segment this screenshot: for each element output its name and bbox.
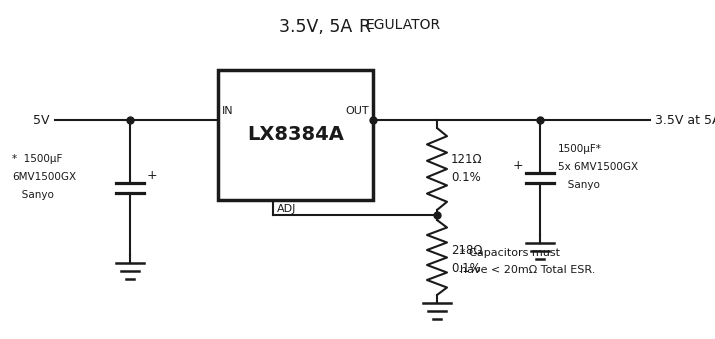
Text: 3.5V at 5A: 3.5V at 5A [655,114,715,126]
Text: 218Ω: 218Ω [451,244,483,258]
Text: LX8384A: LX8384A [247,125,344,144]
Bar [218,70,373,200]
Text: * Capacitors must: * Capacitors must [460,248,560,258]
Text: 0.1%: 0.1% [451,171,480,184]
Text: 121Ω: 121Ω [451,153,483,166]
Text: EGULATOR: EGULATOR [366,18,441,32]
Text: ADJ: ADJ [277,204,297,214]
Text: 3.5V, 5A: 3.5V, 5A [280,18,358,36]
Text: R: R [358,18,370,36]
Text: 5V: 5V [34,114,50,126]
Text: +: + [513,159,523,172]
Text: 1500μF*: 1500μF* [558,144,602,155]
Text: IN: IN [222,106,234,116]
Text: *  1500μF: * 1500μF [12,155,62,164]
Text: Sanyo: Sanyo [12,191,54,200]
Text: 5x 6MV1500GX: 5x 6MV1500GX [558,162,638,173]
Text: +: + [147,169,157,182]
Text: have < 20mΩ Total ESR.: have < 20mΩ Total ESR. [460,265,596,275]
Text: Sanyo: Sanyo [558,180,600,191]
Text: OUT: OUT [345,106,369,116]
Text: 6MV1500GX: 6MV1500GX [12,173,76,182]
Text: 0.1%: 0.1% [451,262,480,276]
